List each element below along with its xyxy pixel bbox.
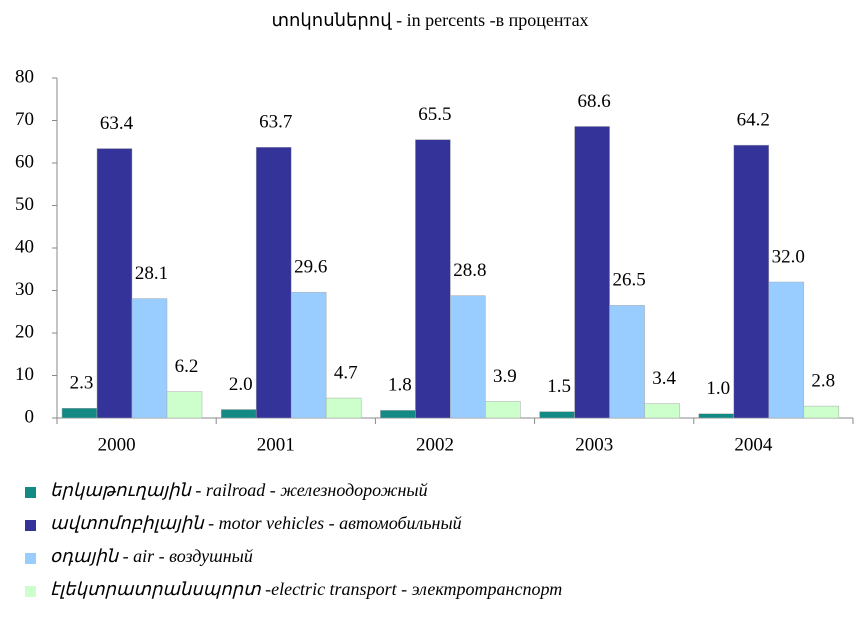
- value-label: 68.6: [577, 91, 610, 112]
- value-label: 2.0: [229, 374, 253, 395]
- bar: [539, 411, 575, 419]
- x-tick-label: 2000: [98, 434, 136, 455]
- bar: [803, 405, 840, 419]
- legend-swatch: [25, 487, 36, 498]
- value-label: 3.9: [493, 366, 517, 387]
- legend-swatch: [25, 553, 36, 564]
- y-tick-label: 0: [25, 406, 35, 427]
- y-tick-label: 60: [15, 151, 34, 172]
- bar: [609, 305, 645, 419]
- value-label: 6.2: [175, 356, 199, 377]
- value-label: 1.5: [547, 376, 571, 397]
- legend-label: օդային - air - воздушный: [50, 546, 253, 566]
- y-tick-label: 80: [15, 66, 34, 87]
- value-label: 2.8: [811, 370, 835, 391]
- value-label: 28.1: [135, 263, 168, 284]
- value-label: 1.8: [388, 375, 412, 396]
- bar: [415, 139, 451, 419]
- x-tick-label: 2002: [416, 434, 454, 455]
- bar: [733, 144, 770, 419]
- x-tick-label: 2004: [734, 434, 773, 455]
- y-tick-label: 70: [15, 109, 34, 130]
- value-label: 63.7: [259, 112, 292, 133]
- x-tick-label: 2003: [575, 434, 613, 455]
- bar: [96, 148, 133, 419]
- bar: [290, 291, 327, 419]
- value-label: 63.4: [100, 113, 134, 134]
- chart-title: տոկոսներով - in percents -в процентах: [271, 10, 588, 30]
- value-label: 64.2: [737, 110, 770, 131]
- bar: [166, 391, 203, 419]
- value-label: 28.8: [453, 260, 486, 281]
- legend-swatch: [25, 520, 36, 531]
- value-label: 3.4: [652, 368, 676, 389]
- y-tick-label: 50: [15, 194, 34, 215]
- bar: [574, 126, 610, 419]
- value-label: 32.0: [772, 246, 805, 267]
- bar: [255, 147, 292, 419]
- legend-swatch: [25, 586, 36, 597]
- y-tick-label: 20: [15, 321, 34, 342]
- bar: [450, 295, 486, 419]
- value-label: 26.5: [612, 270, 645, 291]
- bar: [644, 403, 680, 419]
- value-label: 29.6: [294, 257, 327, 278]
- bar: [698, 413, 735, 419]
- bar: [380, 410, 416, 419]
- value-label: 4.7: [334, 362, 358, 383]
- y-tick-label: 40: [15, 236, 34, 257]
- value-label: 65.5: [418, 104, 451, 125]
- y-tick-label: 10: [15, 364, 34, 385]
- bar: [485, 401, 521, 419]
- legend-label: էլեկտրատրանսպորտ -electric transport - э…: [50, 579, 562, 599]
- legend-label: երկաթուղային - railroad - железнодорожны…: [50, 480, 428, 500]
- bar: [220, 409, 257, 419]
- y-tick-label: 30: [15, 279, 34, 300]
- bar: [325, 397, 362, 419]
- x-tick-label: 2001: [257, 434, 295, 455]
- value-label: 1.0: [706, 378, 730, 399]
- value-label: 2.3: [70, 373, 94, 394]
- bar: [768, 281, 805, 419]
- legend-label: ավտոմոբիլային - motor vehicles - автомоб…: [50, 513, 462, 533]
- bar: [131, 298, 168, 419]
- bar: [61, 407, 98, 419]
